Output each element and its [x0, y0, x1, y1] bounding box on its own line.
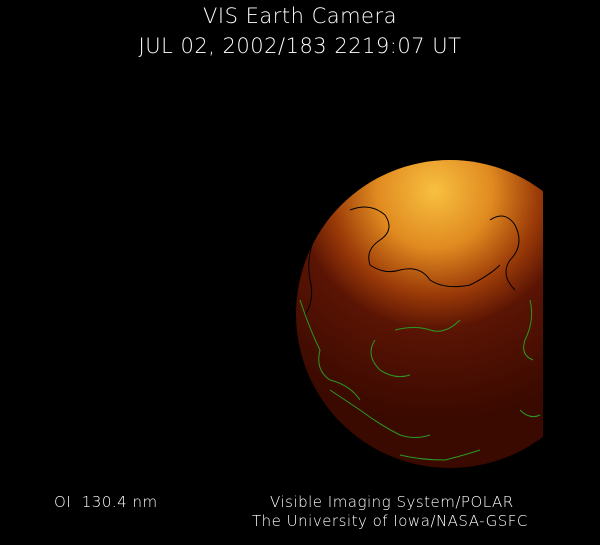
observation-datetime: JUL 02, 2002/183 2219:07 UT — [138, 34, 462, 58]
image-title: VIS Earth Camera — [203, 4, 397, 28]
institution-label: The University of Iowa/NASA-GSFC — [252, 512, 528, 530]
coastlines-night — [299, 299, 541, 461]
wavelength-label: OI 130.4 nm — [54, 493, 158, 511]
instrument-label: Visible Imaging System/POLAR — [270, 493, 514, 511]
coastlines-day — [304, 206, 520, 316]
earth-disk — [296, 160, 543, 468]
